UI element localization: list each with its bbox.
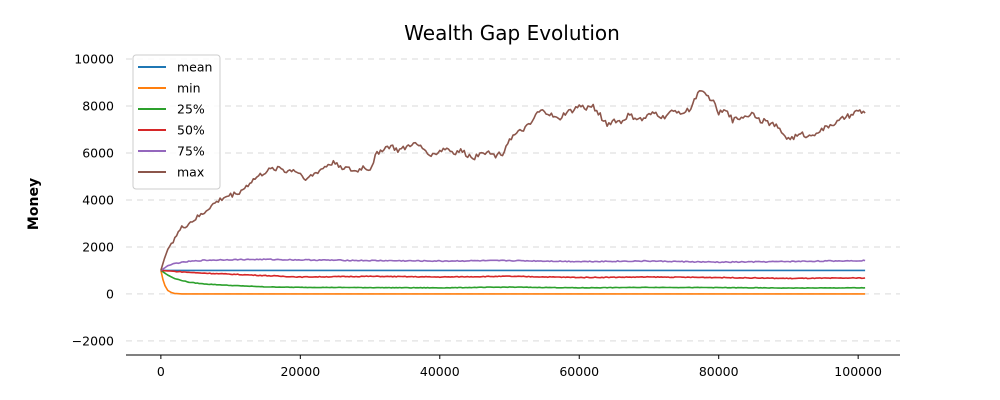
legend-label: 50% (177, 123, 205, 138)
legend-label: max (177, 165, 204, 180)
legend: mean min 25% 50% 75% max (132, 54, 221, 190)
series-line-50pct (160, 269, 866, 280)
x-tick-label: 40000 (420, 364, 460, 379)
legend-label: 75% (177, 144, 205, 159)
grid-lines (126, 58, 900, 342)
legend-label: mean (177, 60, 212, 75)
y-tick-label: −2000 (72, 333, 114, 348)
y-tick-label: 4000 (82, 192, 114, 207)
legend-label: 25% (177, 102, 205, 117)
y-tick-label: 6000 (82, 146, 114, 161)
series-line-25pct (160, 269, 866, 290)
y-tick-label: 10000 (74, 52, 114, 67)
series-line-min (160, 270, 866, 295)
series-line-75pct (160, 258, 866, 272)
chart-title: Wealth Gap Evolution (404, 21, 620, 45)
x-tick-label: 100000 (834, 364, 882, 379)
x-tick-label: 80000 (699, 364, 739, 379)
x-tick-label: 60000 (559, 364, 599, 379)
y-tick-label: 0 (106, 286, 114, 301)
series-line-max (160, 90, 866, 271)
y-tick-label: 2000 (82, 239, 114, 254)
series-lines (160, 90, 866, 295)
x-tick-label: 0 (157, 364, 165, 379)
axes: 0 20000 40000 60000 80000 100000 −2000 0 2000 400… (72, 52, 900, 379)
legend-label: min (177, 81, 201, 96)
y-axis-label: Money (26, 178, 42, 230)
y-tick-label: 8000 (82, 99, 114, 114)
x-tick-label: 20000 (280, 364, 320, 379)
